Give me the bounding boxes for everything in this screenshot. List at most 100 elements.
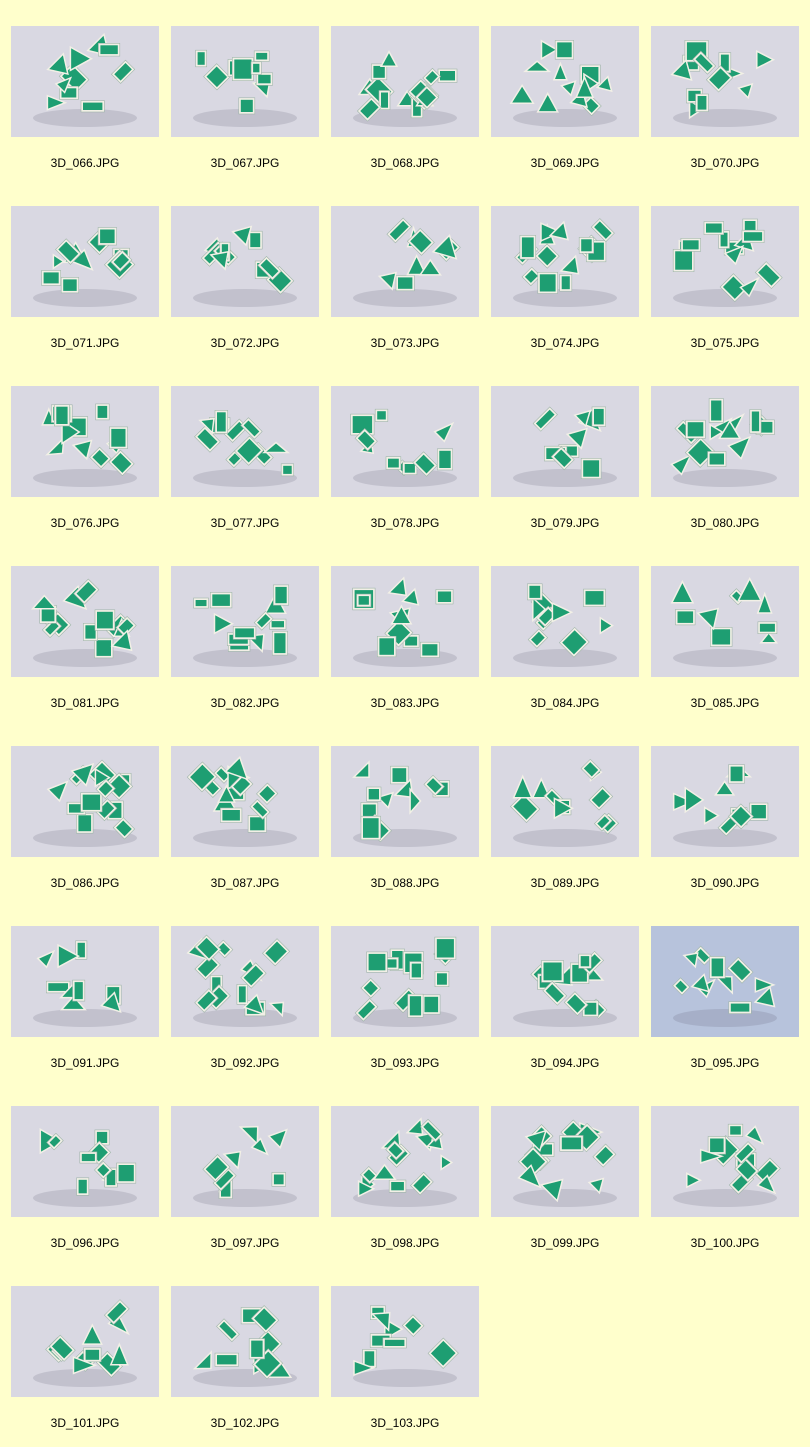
thumbnail-image[interactable] <box>11 926 159 1037</box>
thumbnail-image[interactable] <box>331 26 479 137</box>
puzzle-photo <box>331 386 479 497</box>
thumbnail-caption: 3D_095.JPG <box>690 1056 760 1070</box>
thumbnail-item[interactable]: 3D_072.JPG <box>171 206 319 366</box>
thumbnail-item[interactable]: 3D_075.JPG <box>651 206 799 366</box>
thumbnail-image[interactable] <box>11 1106 159 1217</box>
thumbnail-item[interactable]: 3D_078.JPG <box>331 386 479 546</box>
thumbnail-image[interactable] <box>331 1106 479 1217</box>
thumbnail-image[interactable] <box>171 206 319 317</box>
thumbnail-image[interactable] <box>11 386 159 497</box>
thumbnail-caption: 3D_071.JPG <box>50 336 120 350</box>
thumbnail-image[interactable] <box>491 386 639 497</box>
thumbnail-item[interactable]: 3D_071.JPG <box>11 206 159 366</box>
thumbnail-caption: 3D_103.JPG <box>370 1416 440 1430</box>
thumbnail-caption: 3D_096.JPG <box>50 1236 120 1250</box>
thumbnail-item[interactable]: 3D_067.JPG <box>171 26 319 186</box>
thumbnail-image[interactable] <box>331 566 479 677</box>
thumbnail-image[interactable] <box>651 386 799 497</box>
thumbnail-item[interactable]: 3D_098.JPG <box>331 1106 479 1266</box>
thumbnail-item[interactable]: 3D_082.JPG <box>171 566 319 726</box>
puzzle-photo <box>491 926 639 1037</box>
thumbnail-item[interactable]: 3D_089.JPG <box>491 746 639 906</box>
thumbnail-image[interactable] <box>651 26 799 137</box>
thumbnail-item[interactable]: 3D_081.JPG <box>11 566 159 726</box>
thumbnail-image[interactable] <box>11 566 159 677</box>
thumbnail-caption: 3D_080.JPG <box>690 516 760 530</box>
thumbnail-item[interactable]: 3D_100.JPG <box>651 1106 799 1266</box>
thumbnail-image[interactable] <box>651 1106 799 1217</box>
thumbnail-image[interactable] <box>491 26 639 137</box>
thumbnail-image[interactable] <box>331 386 479 497</box>
thumbnail-image[interactable] <box>171 26 319 137</box>
thumbnail-image[interactable] <box>171 566 319 677</box>
thumbnail-image[interactable] <box>651 926 799 1037</box>
puzzle-photo <box>11 746 159 857</box>
thumbnail-item[interactable]: 3D_076.JPG <box>11 386 159 546</box>
thumbnail-image[interactable] <box>171 926 319 1037</box>
thumbnail-image[interactable] <box>651 206 799 317</box>
thumbnail-item[interactable]: 3D_095.JPG <box>651 926 799 1086</box>
thumbnail-item[interactable]: 3D_086.JPG <box>11 746 159 906</box>
thumbnail-image[interactable] <box>171 746 319 857</box>
puzzle-photo <box>331 26 479 137</box>
thumbnail-item[interactable]: 3D_090.JPG <box>651 746 799 906</box>
thumbnail-image[interactable] <box>491 206 639 317</box>
thumbnail-item[interactable]: 3D_083.JPG <box>331 566 479 726</box>
thumbnail-item[interactable]: 3D_079.JPG <box>491 386 639 546</box>
thumbnail-caption: 3D_087.JPG <box>210 876 280 890</box>
thumbnail-caption: 3D_093.JPG <box>370 1056 440 1070</box>
puzzle-photo <box>331 1286 479 1397</box>
thumbnail-image[interactable] <box>491 926 639 1037</box>
thumbnail-item[interactable]: 3D_084.JPG <box>491 566 639 726</box>
thumbnail-image[interactable] <box>171 1106 319 1217</box>
thumbnail-image[interactable] <box>11 1286 159 1397</box>
thumbnail-image[interactable] <box>331 206 479 317</box>
thumbnail-item[interactable]: 3D_097.JPG <box>171 1106 319 1266</box>
thumbnail-caption: 3D_078.JPG <box>370 516 440 530</box>
thumbnail-item[interactable]: 3D_096.JPG <box>11 1106 159 1266</box>
thumbnail-item[interactable]: 3D_066.JPG <box>11 26 159 186</box>
thumbnail-item[interactable]: 3D_094.JPG <box>491 926 639 1086</box>
puzzle-photo <box>171 566 319 677</box>
thumbnail-image[interactable] <box>171 386 319 497</box>
thumbnail-item[interactable]: 3D_070.JPG <box>651 26 799 186</box>
thumbnail-image[interactable] <box>11 26 159 137</box>
thumbnail-item[interactable]: 3D_099.JPG <box>491 1106 639 1266</box>
thumbnail-caption: 3D_088.JPG <box>370 876 440 890</box>
thumbnail-caption: 3D_075.JPG <box>690 336 760 350</box>
thumbnail-caption: 3D_082.JPG <box>210 696 280 710</box>
puzzle-photo <box>651 1106 799 1217</box>
thumbnail-item[interactable]: 3D_092.JPG <box>171 926 319 1086</box>
thumbnail-item[interactable]: 3D_068.JPG <box>331 26 479 186</box>
thumbnail-item[interactable]: 3D_069.JPG <box>491 26 639 186</box>
thumbnail-caption: 3D_072.JPG <box>210 336 280 350</box>
thumbnail-item[interactable]: 3D_102.JPG <box>171 1286 319 1446</box>
thumbnail-image[interactable] <box>331 746 479 857</box>
thumbnail-caption: 3D_079.JPG <box>530 516 600 530</box>
thumbnail-item[interactable]: 3D_073.JPG <box>331 206 479 366</box>
thumbnail-image[interactable] <box>491 566 639 677</box>
thumbnail-image[interactable] <box>651 566 799 677</box>
thumbnail-item[interactable]: 3D_101.JPG <box>11 1286 159 1446</box>
thumbnail-image[interactable] <box>491 1106 639 1217</box>
thumbnail-caption: 3D_089.JPG <box>530 876 600 890</box>
puzzle-photo <box>11 566 159 677</box>
thumbnail-item[interactable]: 3D_087.JPG <box>171 746 319 906</box>
thumbnail-image[interactable] <box>11 206 159 317</box>
thumbnail-image[interactable] <box>331 926 479 1037</box>
thumbnail-image[interactable] <box>331 1286 479 1397</box>
thumbnail-image[interactable] <box>11 746 159 857</box>
thumbnail-image[interactable] <box>491 746 639 857</box>
thumbnail-item[interactable]: 3D_085.JPG <box>651 566 799 726</box>
thumbnail-item[interactable]: 3D_077.JPG <box>171 386 319 546</box>
thumbnail-item[interactable]: 3D_080.JPG <box>651 386 799 546</box>
thumbnail-item[interactable]: 3D_093.JPG <box>331 926 479 1086</box>
thumbnail-image[interactable] <box>171 1286 319 1397</box>
thumbnail-item[interactable]: 3D_074.JPG <box>491 206 639 366</box>
thumbnail-caption: 3D_068.JPG <box>370 156 440 170</box>
thumbnail-item[interactable]: 3D_103.JPG <box>331 1286 479 1446</box>
thumbnail-image[interactable] <box>651 746 799 857</box>
thumbnail-item[interactable]: 3D_088.JPG <box>331 746 479 906</box>
thumbnail-item[interactable]: 3D_091.JPG <box>11 926 159 1086</box>
